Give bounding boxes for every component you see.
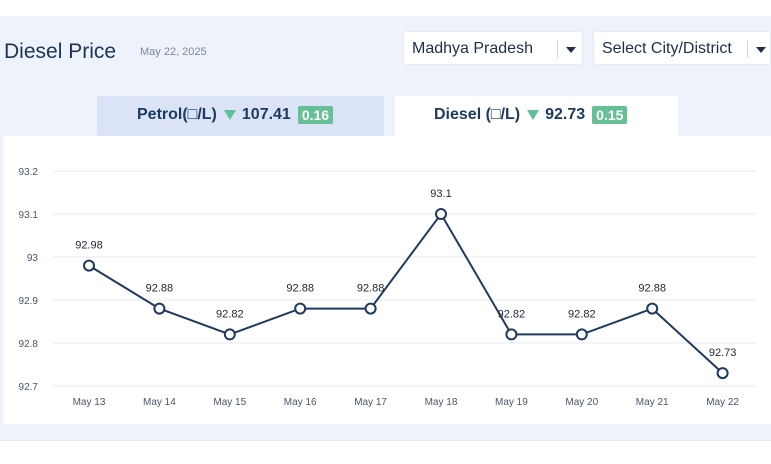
data-point	[435, 208, 447, 220]
x-tick-label: May 13	[73, 397, 106, 408]
series-line	[88, 212, 724, 374]
data-label: 92.73	[709, 347, 737, 359]
petrol-change-badge: 0.16	[297, 106, 334, 124]
diesel-price: 92.73	[545, 106, 586, 123]
tab-diesel[interactable]: Diesel (□/L) 92.73 0.15	[395, 96, 678, 136]
data-label: 92.88	[146, 283, 174, 295]
x-tick-label: May 21	[636, 397, 669, 408]
x-tick-label: May 22	[706, 397, 739, 408]
x-tick-label: May 19	[495, 397, 528, 408]
y-tick-label: 93	[27, 253, 39, 264]
price-line-chart: 92.7 92.8 92.9 93 93.1 93.2 May 13 May 14 May 15…	[19, 167, 756, 408]
city-select-divider	[747, 40, 748, 58]
tab-petrol[interactable]: Petrol(□/L) 107.41 0.16	[97, 96, 384, 136]
state-select[interactable]: Madhya Pradesh	[403, 31, 583, 65]
data-point	[646, 302, 659, 315]
chevron-down-icon[interactable]	[756, 47, 766, 53]
page-date: May 22, 2025	[140, 46, 207, 58]
price-chart-card: 92.7 92.8 92.9 93 93.1 93.2 May 13 May 14 May 15…	[3, 136, 771, 424]
data-label: 92.88	[357, 283, 385, 295]
data-point	[505, 328, 518, 341]
diesel-tab-label: Diesel (□/L)	[434, 106, 521, 123]
x-tick-label: May 18	[425, 397, 458, 408]
bottom-strip	[0, 440, 771, 464]
y-tick-label: 92.7	[19, 382, 39, 393]
y-tick-label: 93.2	[19, 167, 39, 178]
city-select-value: Select City/District	[602, 40, 732, 57]
y-tick-label: 92.9	[19, 296, 39, 307]
data-label: 92.82	[498, 308, 526, 320]
down-triangle-icon	[527, 110, 540, 120]
data-point	[716, 367, 729, 380]
data-point	[153, 302, 166, 315]
x-tick-label: May 16	[284, 397, 317, 408]
petrol-tab-label: Petrol(□/L)	[137, 106, 217, 123]
data-label: 92.88	[638, 283, 666, 295]
state-select-value: Madhya Pradesh	[412, 40, 533, 57]
city-select[interactable]: Select City/District	[593, 31, 771, 65]
x-tick-label: May 14	[143, 397, 176, 408]
state-select-divider	[557, 40, 558, 58]
diesel-change-badge: 0.15	[592, 106, 628, 124]
data-label: 92.82	[216, 308, 244, 320]
data-point	[223, 328, 236, 341]
data-label: 92.98	[75, 240, 103, 252]
y-tick-label: 92.8	[19, 339, 39, 350]
data-label: 92.88	[286, 283, 314, 295]
down-triangle-icon	[223, 110, 236, 120]
data-label: 93.1	[430, 188, 451, 200]
y-tick-label: 93.1	[19, 210, 39, 221]
top-strip	[0, 0, 771, 17]
data-point	[575, 328, 588, 341]
petrol-price: 107.41	[241, 106, 291, 123]
chevron-down-icon[interactable]	[566, 47, 576, 53]
page-title: Diesel Price	[4, 40, 117, 63]
data-label: 92.82	[568, 308, 596, 320]
x-tick-label: May 20	[565, 397, 598, 408]
data-point	[294, 302, 307, 315]
data-point	[83, 259, 95, 272]
data-point	[364, 302, 377, 315]
x-tick-label: May 17	[354, 397, 387, 408]
x-tick-label: May 15	[213, 397, 246, 408]
